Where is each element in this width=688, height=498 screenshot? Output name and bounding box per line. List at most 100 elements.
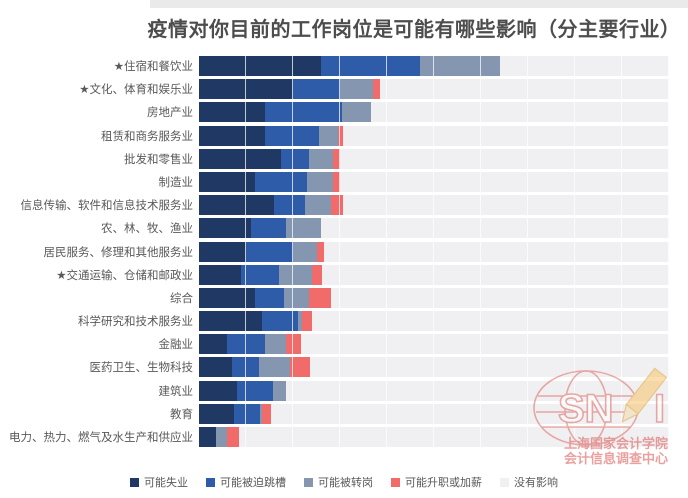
bar-segment-transfer	[340, 79, 373, 100]
watermark-line1: 上海国家会计学院	[564, 436, 668, 451]
bar-track	[199, 79, 669, 100]
category-label: 金融业	[158, 339, 194, 352]
legend-item-forced-job-change: 可能被迫跳槽	[206, 474, 286, 490]
chart-row: ★住宿和餐饮业	[0, 56, 688, 76]
legend-label: 可能失业	[144, 477, 188, 489]
bar-track	[199, 427, 669, 447]
bar-segment-transfer	[318, 125, 338, 146]
bar-segment-no-impact	[322, 264, 669, 285]
bar-segment-transfer	[297, 311, 303, 332]
bar-segment-forced-job-change	[236, 380, 273, 401]
category-label: 批发和零售业	[124, 153, 193, 166]
bar-segment-promotion-raise	[309, 287, 331, 308]
chart-row: 租赁和商务服务业	[0, 125, 688, 146]
bar-segment-forced-job-change	[274, 195, 305, 216]
bar-segment-promotion-raise	[330, 195, 343, 216]
top-edge-strip	[150, 0, 688, 8]
chart-row: ★交通运输、仓储和邮政业	[0, 264, 688, 285]
bar-segment-forced-job-change	[293, 79, 340, 100]
bar-segment-transfer	[264, 334, 286, 355]
category-label: ★文化、体育和娱乐业	[79, 84, 193, 97]
bar-track	[199, 171, 669, 192]
bar-segment-transfer	[419, 56, 500, 76]
category-label: 电力、热力、燃气及水生产和供应业	[9, 432, 193, 444]
bar-segment-promotion-raise	[372, 79, 380, 100]
bar-segment-forced-job-change	[255, 171, 308, 192]
bar-segment-transfer	[342, 102, 371, 123]
bar-track	[199, 264, 669, 285]
bar-segment-unemployment	[199, 56, 322, 76]
bar-segment-unemployment	[199, 334, 228, 355]
legend-item-promotion-raise: 可能升职或加薪	[391, 474, 482, 490]
bar-segment-no-impact	[270, 403, 669, 424]
snai-watermark-logo: SN I 上海国家会计学院 会计信息调查中心	[533, 367, 668, 466]
bar-segment-unemployment	[199, 403, 235, 424]
bar-segment-transfer	[272, 380, 286, 401]
bar-segment-forced-job-change	[246, 241, 293, 262]
bar-segment-no-impact	[342, 195, 669, 216]
category-label: ★交通运输、仓储和邮政业	[56, 269, 193, 282]
legend-label: 可能被迫跳槽	[220, 477, 286, 489]
bar-segment-no-impact	[379, 79, 669, 100]
category-label: 制造业	[158, 176, 194, 189]
bar-segment-no-impact	[343, 125, 669, 146]
bar-segment-unemployment	[199, 171, 256, 192]
bar-segment-promotion-raise	[290, 357, 311, 378]
category-label: 医药卫生、生物科技	[89, 362, 194, 375]
bar-segment-forced-job-change	[227, 334, 265, 355]
bar-segment-forced-job-change	[255, 287, 284, 308]
legend-item-no-impact: 没有影响	[500, 474, 558, 490]
bar-segment-promotion-raise	[332, 171, 341, 192]
bar-segment-unemployment	[199, 195, 275, 216]
bar-segment-promotion-raise	[332, 148, 341, 169]
bar-segment-transfer	[260, 403, 263, 424]
bar-track	[199, 403, 669, 424]
category-label: 综合	[170, 292, 193, 305]
chart-row: 医药卫生、生物科技	[0, 357, 688, 378]
category-label: 房地产业	[147, 107, 193, 120]
bar-segment-no-impact	[300, 334, 669, 355]
bar-segment-promotion-raise	[316, 241, 325, 262]
chart-row: 科学研究和技术服务业	[0, 311, 688, 332]
chart-legend: 可能失业 可能被迫跳槽 可能被转岗 可能升职或加薪 没有影响	[0, 474, 688, 490]
legend-label: 可能被转岗	[318, 477, 373, 489]
chart-row: 农、林、牧、渔业	[0, 218, 688, 239]
chart-title: 疫情对你目前的工作岗位是可能有哪些影响（分主要行业）	[147, 19, 681, 41]
bar-track	[199, 287, 669, 308]
bar-segment-no-impact	[340, 171, 669, 192]
bar-segment-forced-job-change	[234, 403, 261, 424]
bar-segment-unemployment	[199, 287, 256, 308]
bar-segment-unemployment	[199, 125, 265, 146]
bar-segment-unemployment	[199, 148, 282, 169]
bar-track	[199, 311, 669, 332]
category-label: 教育	[170, 408, 193, 421]
bar-segment-forced-job-change	[231, 357, 259, 378]
chart-row: 电力、热力、燃气及水生产和供应业	[0, 427, 688, 447]
bar-segment-promotion-raise	[337, 125, 344, 146]
bar-segment-unemployment	[199, 102, 265, 123]
legend-label: 没有影响	[514, 477, 558, 489]
category-label: ★住宿和餐饮业	[113, 61, 193, 73]
bar-segment-unemployment	[199, 264, 242, 285]
bar-segment-unemployment	[199, 380, 237, 401]
bar-track	[199, 56, 669, 76]
bar-segment-forced-job-change	[264, 102, 343, 123]
bar-segment-transfer	[258, 357, 291, 378]
chart-row: ★文化、体育和娱乐业	[0, 79, 688, 100]
category-label: 居民服务、修理和其他服务业	[43, 246, 194, 259]
bar-segment-transfer	[285, 218, 322, 239]
bar-track	[199, 102, 669, 123]
bar-segment-forced-job-change	[241, 264, 279, 285]
bar-segment-no-impact	[340, 148, 669, 169]
bar-segment-no-impact	[499, 56, 669, 76]
chart-row: 金融业	[0, 334, 688, 355]
bar-track	[199, 241, 669, 262]
bar-track	[199, 148, 669, 169]
chart-row: 房地产业	[0, 102, 688, 123]
chart-row: 批发和零售业	[0, 148, 688, 169]
legend-swatch-unemployment	[130, 477, 139, 487]
bar-segment-transfer	[283, 287, 310, 308]
bar-segment-forced-job-change	[250, 218, 286, 239]
legend-swatch-promotion-raise	[391, 477, 400, 487]
bar-segment-promotion-raise	[311, 264, 323, 285]
